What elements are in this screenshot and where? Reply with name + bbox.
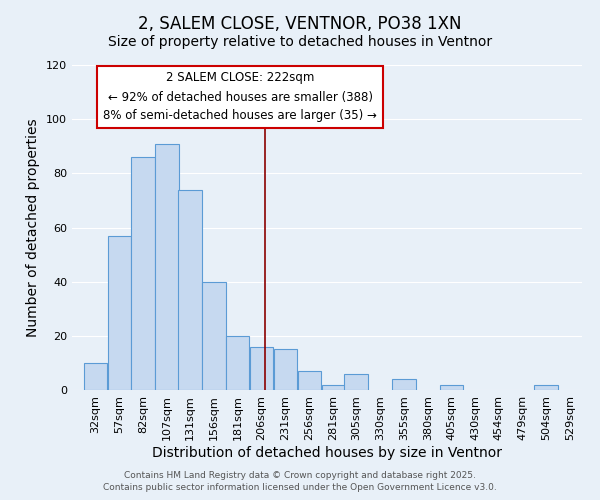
Bar bbox=[344, 374, 368, 390]
Bar bbox=[178, 190, 202, 390]
Text: Size of property relative to detached houses in Ventnor: Size of property relative to detached ho… bbox=[108, 35, 492, 49]
Bar bbox=[392, 379, 416, 390]
Text: Contains HM Land Registry data © Crown copyright and database right 2025.
Contai: Contains HM Land Registry data © Crown c… bbox=[103, 471, 497, 492]
Bar bbox=[274, 350, 297, 390]
Bar bbox=[83, 363, 107, 390]
Bar bbox=[298, 371, 321, 390]
Bar bbox=[250, 346, 273, 390]
Bar bbox=[226, 336, 250, 390]
X-axis label: Distribution of detached houses by size in Ventnor: Distribution of detached houses by size … bbox=[152, 446, 502, 460]
Bar bbox=[107, 236, 131, 390]
Bar bbox=[322, 384, 345, 390]
Text: 2 SALEM CLOSE: 222sqm
← 92% of detached houses are smaller (388)
8% of semi-deta: 2 SALEM CLOSE: 222sqm ← 92% of detached … bbox=[103, 72, 377, 122]
Bar bbox=[131, 157, 155, 390]
Y-axis label: Number of detached properties: Number of detached properties bbox=[26, 118, 40, 337]
Bar bbox=[202, 282, 226, 390]
Bar bbox=[440, 384, 463, 390]
Text: 2, SALEM CLOSE, VENTNOR, PO38 1XN: 2, SALEM CLOSE, VENTNOR, PO38 1XN bbox=[138, 15, 462, 33]
Bar bbox=[155, 144, 179, 390]
Bar bbox=[535, 384, 558, 390]
